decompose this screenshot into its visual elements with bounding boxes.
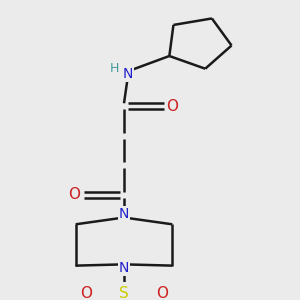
Text: N: N — [119, 261, 129, 275]
Text: O: O — [69, 187, 81, 202]
Text: N: N — [122, 67, 133, 81]
Text: O: O — [166, 99, 178, 114]
Text: H: H — [110, 62, 119, 75]
Text: S: S — [119, 286, 129, 300]
Text: O: O — [156, 286, 168, 300]
Text: O: O — [80, 286, 92, 300]
Text: N: N — [119, 207, 129, 221]
